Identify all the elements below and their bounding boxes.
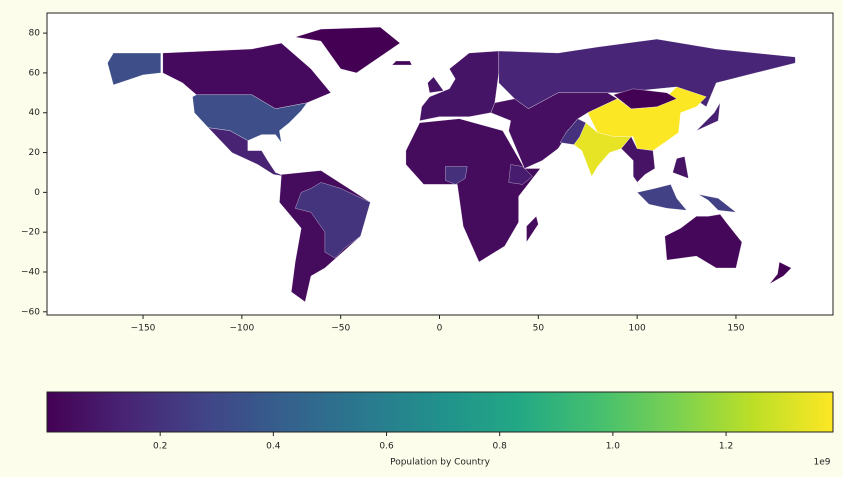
colorbar-tick-label: 0.8 [493,442,508,452]
x-tick-label: −150 [131,324,156,334]
x-tick-label: 50 [533,324,545,334]
x-tick-label: −100 [230,324,255,334]
y-tick-label: 80 [29,29,41,39]
country [295,26,401,74]
country [405,118,541,263]
country [696,102,721,131]
country [769,261,792,285]
colorbar-tick-label: 0.6 [379,442,394,452]
country [559,118,586,145]
y-tick-label: −60 [21,307,40,317]
country [295,182,371,259]
country [419,50,499,121]
colorbar-tick-label: 1.0 [606,442,621,452]
country [613,88,678,109]
y-tick-label: 60 [29,68,41,78]
colorbar [46,391,834,433]
country [207,127,286,177]
country [508,164,533,185]
country [391,60,413,66]
x-tick-label: 100 [629,324,646,334]
country [445,166,468,185]
x-tick-label: 150 [727,324,744,334]
colorbar-tick-label: 0.4 [266,442,281,452]
country [621,136,689,191]
y-tick-label: 40 [29,108,41,118]
y-tick-label: −20 [21,228,40,238]
colorbar-tick-label: 1.2 [719,442,733,452]
country [664,214,743,269]
colorbar-label: Population by Country [390,458,490,468]
country [627,182,737,213]
y-tick-label: −40 [21,267,40,277]
y-tick-label: 20 [29,148,41,158]
x-tick-label: 0 [437,324,443,334]
colorbar-tick-label: 0.2 [153,442,167,452]
country [162,42,332,109]
y-tick-label: 0 [34,188,40,198]
x-tick-label: −50 [331,324,350,334]
colorbar-offset: 1e9 [814,458,831,468]
countries [107,26,796,303]
